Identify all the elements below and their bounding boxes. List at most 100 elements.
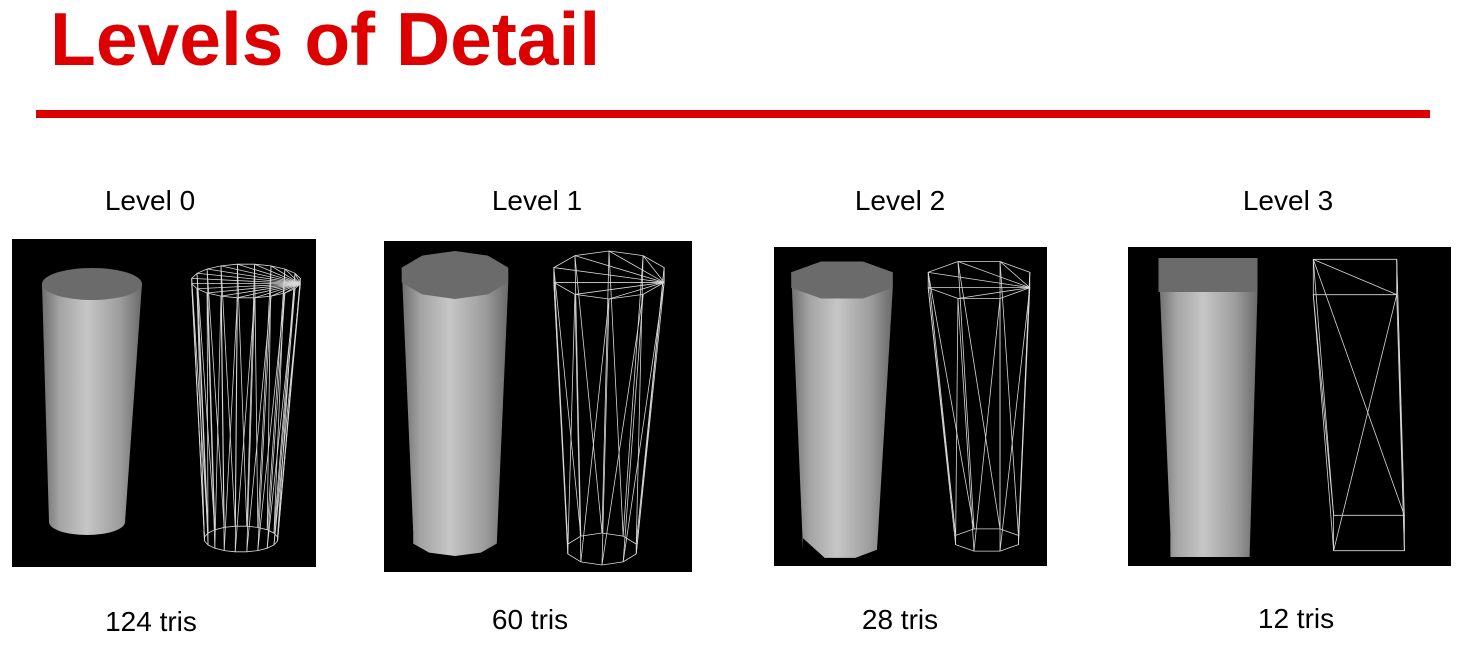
wire-diagonal: [214, 296, 222, 549]
wire-cap-edge: [207, 268, 301, 285]
wire-edge: [234, 264, 238, 527]
solid-prism-top: [1158, 258, 1258, 292]
wire-cap-edge: [220, 265, 301, 285]
level-0-tris: 124 tris: [105, 606, 197, 637]
solid-prism-top: [791, 261, 893, 299]
wire-cap-edge: [928, 271, 1030, 289]
wire-cap-edge: [254, 283, 301, 299]
wire-cap-edge: [237, 263, 301, 285]
wire-diagonal: [254, 264, 259, 528]
wire-diagonal: [206, 268, 225, 528]
level-3-render: [1158, 258, 1405, 557]
wire-diagonal: [927, 272, 975, 529]
wire-edge: [601, 250, 610, 534]
solid-prism-body: [401, 267, 509, 556]
wire-diagonal: [234, 297, 256, 552]
solid-prism-body: [791, 272, 893, 558]
wire-cap-edge: [1313, 258, 1397, 296]
wire-diagonal: [567, 294, 576, 554]
wire-edge: [191, 278, 205, 537]
level-1-label: Level 1: [491, 185, 583, 216]
level-0-label: Level 0: [104, 185, 196, 216]
wire-edge: [553, 267, 569, 545]
wire-cap-edge: [196, 272, 301, 285]
level-3-tris: 12 tris: [1257, 603, 1335, 634]
wire-diagonal: [955, 298, 959, 545]
wire-diagonal: [973, 298, 1001, 552]
wire-diagonal: [999, 261, 1019, 536]
wire-edge: [1312, 259, 1335, 516]
wire-edge: [196, 273, 209, 534]
wire-diagonal: [635, 267, 665, 554]
wire-edge: [957, 298, 975, 552]
wire-cap-edge: [608, 282, 665, 300]
wire-edge: [601, 298, 610, 566]
wire-diagonal: [1312, 259, 1405, 516]
wire-edge: [622, 294, 644, 562]
level-0-panel: [12, 239, 316, 567]
wire-edge: [220, 265, 225, 528]
wire-diagonal: [999, 287, 1031, 552]
slide-title: Levels of Detail: [50, 0, 601, 81]
wire-diagonal: [553, 267, 582, 537]
wire-edge: [246, 297, 256, 552]
wire-diagonal: [601, 294, 644, 566]
wire-edge: [273, 288, 296, 545]
wire-edge: [957, 261, 975, 529]
wire-diagonal: [1333, 294, 1398, 551]
wire-cap-edge: [270, 283, 301, 297]
level-2-panel: [774, 247, 1047, 566]
wire-diagonal: [1018, 272, 1031, 545]
wire-diagonal: [608, 250, 624, 537]
wire-edge: [257, 265, 272, 528]
wire-cap-edge: [270, 265, 301, 285]
wire-edge: [574, 255, 582, 537]
solid-cylinder-top: [42, 268, 142, 300]
wire-diagonal: [580, 298, 610, 562]
solid-prism-top: [401, 251, 509, 299]
level-3-label: Level 3: [1242, 185, 1334, 216]
wire-diagonal: [574, 255, 603, 534]
solid-prism-body: [1158, 258, 1258, 557]
wire-edge: [574, 294, 582, 562]
wire-diagonal: [196, 273, 216, 530]
wire-cap-edge: [254, 263, 301, 285]
wire-bottom-ring: [1333, 514, 1405, 552]
wire-cap-edge: [220, 283, 301, 297]
wire-bottom-ring: [955, 528, 1019, 552]
level-0-render: [42, 263, 301, 553]
wire-diagonal: [236, 264, 248, 527]
wire-diagonal: [273, 268, 286, 534]
solid-cylinder-body: [42, 284, 142, 535]
wire-edge: [206, 268, 216, 530]
wire-cap-edge: [574, 255, 665, 283]
level-3-panel: [1128, 247, 1451, 566]
wire-edge: [273, 273, 296, 534]
wire-diagonal: [635, 255, 644, 545]
wire-diagonal: [277, 278, 301, 542]
wire-diagonal: [957, 261, 1001, 529]
wire-edge: [246, 264, 256, 527]
wire-edge: [622, 255, 644, 537]
wire-diagonal: [191, 278, 209, 534]
wire-cap-edge: [207, 283, 301, 294]
wire-cap-edge: [237, 283, 301, 299]
level-2-render: [791, 261, 1031, 558]
wire-cap-edge: [284, 283, 301, 294]
wire-diagonal: [220, 265, 236, 527]
wire-diagonal: [223, 297, 238, 551]
level-2-tris: 28 tris: [861, 604, 939, 635]
wire-edge: [1312, 294, 1335, 551]
level-1-panel: [384, 241, 692, 572]
level-1-tris: 60 tris: [491, 604, 569, 635]
wire-edge: [257, 296, 272, 551]
wire-cap-edge: [957, 287, 1030, 299]
wire-cap-edge: [553, 267, 665, 283]
wire-cap-edge: [284, 268, 301, 284]
wire-diagonal: [622, 282, 665, 563]
wire-cap-edge: [957, 261, 1030, 289]
wire-diagonal: [277, 273, 296, 537]
wire-diagonal: [1312, 294, 1335, 516]
wire-diagonal: [266, 265, 272, 530]
